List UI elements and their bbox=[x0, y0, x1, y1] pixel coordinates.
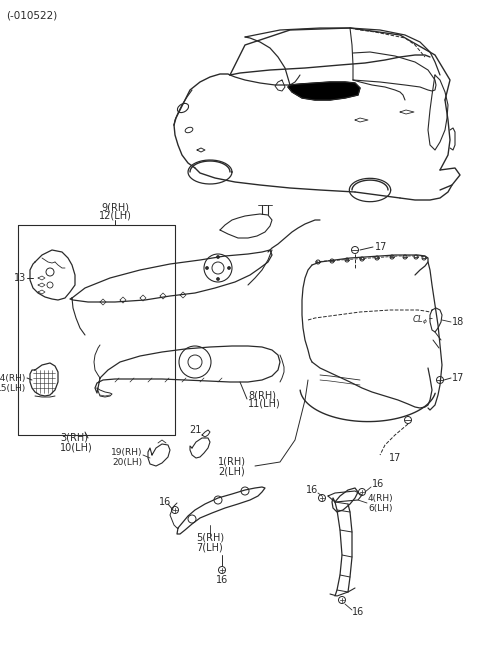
Text: 5(RH): 5(RH) bbox=[196, 533, 224, 543]
Circle shape bbox=[228, 267, 230, 269]
Text: (-010522): (-010522) bbox=[6, 10, 57, 20]
Text: 17: 17 bbox=[375, 242, 387, 252]
Text: 19(RH): 19(RH) bbox=[110, 448, 142, 457]
Text: 16: 16 bbox=[352, 607, 364, 617]
Text: 16: 16 bbox=[159, 497, 171, 507]
Text: 15(LH): 15(LH) bbox=[0, 383, 26, 393]
Text: 20(LH): 20(LH) bbox=[112, 457, 142, 467]
Text: 3(RH): 3(RH) bbox=[60, 433, 88, 443]
Text: $CL_{\phi}$: $CL_{\phi}$ bbox=[412, 313, 428, 326]
Text: 8(RH): 8(RH) bbox=[248, 390, 276, 400]
Text: 1(RH): 1(RH) bbox=[218, 457, 246, 467]
Text: 16: 16 bbox=[306, 485, 318, 495]
Circle shape bbox=[205, 267, 208, 269]
Text: 21: 21 bbox=[189, 425, 201, 435]
Polygon shape bbox=[288, 82, 360, 100]
Text: 2(LH): 2(LH) bbox=[218, 467, 245, 477]
Text: 13: 13 bbox=[14, 273, 26, 283]
Text: 12(LH): 12(LH) bbox=[98, 211, 132, 221]
Text: 14(RH): 14(RH) bbox=[0, 373, 26, 383]
Text: 16: 16 bbox=[372, 479, 384, 489]
Text: 18: 18 bbox=[452, 317, 464, 327]
Text: 4(RH): 4(RH) bbox=[368, 493, 394, 502]
Text: 7(LH): 7(LH) bbox=[197, 543, 223, 553]
Circle shape bbox=[216, 277, 219, 281]
Text: 10(LH): 10(LH) bbox=[60, 442, 93, 452]
Text: 9(RH): 9(RH) bbox=[101, 202, 129, 212]
Text: 17: 17 bbox=[452, 373, 464, 383]
Text: 17: 17 bbox=[389, 453, 401, 463]
Circle shape bbox=[216, 256, 219, 258]
Text: 16: 16 bbox=[216, 575, 228, 585]
Text: 6(LH): 6(LH) bbox=[368, 504, 393, 512]
Text: 11(LH): 11(LH) bbox=[248, 399, 281, 409]
